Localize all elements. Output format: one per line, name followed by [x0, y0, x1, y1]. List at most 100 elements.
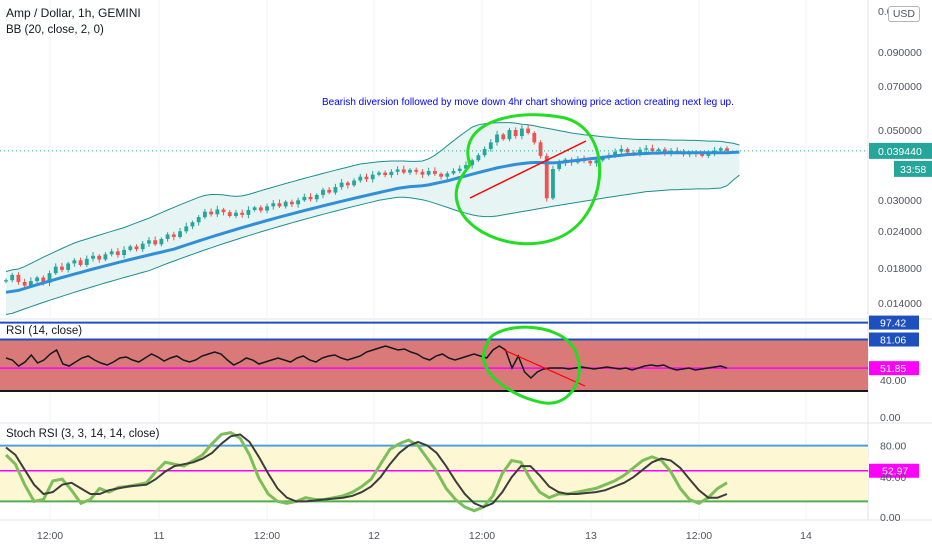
stoch-band-fill: [0, 445, 868, 502]
highlight-circle: [454, 113, 602, 246]
candle-body: [594, 160, 599, 164]
price-axis-label: 0.030000: [878, 195, 922, 207]
candle-body: [10, 274, 15, 281]
candle-body: [538, 142, 543, 156]
candle-body: [501, 134, 506, 140]
candle-body: [115, 251, 120, 256]
candle-body: [706, 153, 711, 156]
candle-body: [147, 240, 151, 244]
rsi-band-fill: [0, 339, 868, 391]
candle-body: [97, 255, 102, 260]
candle-body: [513, 130, 518, 137]
rsi-mid-value: 51.85: [880, 363, 906, 375]
candle-body: [60, 266, 64, 270]
candle-body: [171, 234, 176, 237]
candle-body: [408, 169, 412, 173]
candle-body: [395, 169, 400, 172]
candle-body: [314, 194, 319, 200]
candle-body: [526, 128, 531, 133]
stoch-axis-label: 40.00: [880, 472, 906, 484]
candle-body: [240, 212, 245, 215]
currency-button[interactable]: USD: [887, 6, 920, 22]
candle-body: [159, 238, 164, 245]
time-axis-label: 12:00: [469, 530, 495, 542]
candle-body: [234, 212, 238, 216]
time-axis-label: 14: [800, 530, 812, 542]
rsi-axis-label: 0.00: [880, 412, 901, 424]
stoch-mid-value: 52.97: [882, 466, 908, 478]
candle-body: [358, 176, 363, 181]
countdown-tag: [894, 160, 932, 177]
candle-body: [221, 209, 226, 213]
candle-body: [190, 222, 195, 227]
candle-body: [16, 274, 21, 282]
candle-body: [389, 171, 394, 176]
candle-body: [290, 201, 294, 205]
rsi-highlight-circle: [481, 325, 581, 405]
candle-body: [445, 173, 450, 177]
candle-body: [644, 148, 649, 150]
candle-body: [364, 176, 369, 180]
price-axis-label: 0.050000: [878, 125, 922, 137]
bb-indicator-label[interactable]: BB (20, close, 2, 0): [6, 24, 104, 36]
time-axis-label: 12:00: [686, 530, 712, 542]
candle-body: [165, 234, 170, 239]
candle-body: [383, 172, 388, 176]
candle-body: [588, 161, 593, 164]
rsi-mid-tag: [869, 361, 919, 376]
price-axis-label: 0.090000: [878, 47, 922, 59]
candle-body: [84, 258, 89, 265]
candle-body: [370, 174, 375, 180]
candle-body: [420, 171, 425, 175]
candle-body: [544, 155, 549, 199]
candle-body: [345, 182, 350, 186]
candle-body: [35, 277, 39, 282]
candle-body: [656, 149, 661, 152]
candle-body: [333, 187, 338, 193]
candle-body: [451, 171, 456, 174]
stoch-rsi-indicator-label[interactable]: Stoch RSI (3, 3, 14, 14, close): [6, 428, 160, 440]
rsi-axis-label: 40.00: [880, 375, 906, 387]
candle-body: [557, 163, 562, 170]
candle-body: [638, 149, 642, 154]
candle-body: [725, 148, 729, 151]
price-axis-label: 0.014000: [878, 298, 922, 310]
candle-body: [109, 251, 114, 255]
bb-basis-line: [5, 150, 740, 294]
candle-body: [432, 171, 437, 174]
time-axis-label: 12:00: [254, 530, 280, 542]
candle-body: [321, 189, 325, 195]
candle-body: [625, 148, 630, 153]
candle-body: [283, 201, 288, 207]
stoch-mid-tag: [869, 463, 919, 478]
candle-body: [184, 226, 189, 232]
candle-body: [327, 189, 332, 193]
candle-body: [66, 263, 71, 270]
candle-body: [377, 172, 381, 175]
time-axis-label: 13: [585, 530, 597, 542]
candle-body: [352, 180, 356, 186]
time-axis-label: 11: [154, 530, 165, 542]
candle-body: [122, 249, 127, 256]
candle-body: [178, 231, 182, 237]
rsi-indicator-label[interactable]: RSI (14, close): [6, 325, 83, 337]
candle-body: [47, 273, 52, 283]
candle-body: [258, 207, 263, 211]
time-axis-label: 12: [368, 530, 380, 542]
bb-lower-line: [5, 174, 740, 315]
candle-body: [265, 206, 269, 211]
candle-body: [650, 148, 655, 152]
candle-body: [470, 160, 475, 166]
rsi-81-value: 81.06: [880, 335, 906, 347]
candle-body: [196, 217, 201, 223]
candle-body: [41, 277, 46, 283]
candle-body: [464, 165, 468, 169]
candle-body: [78, 260, 83, 265]
rsi-81-tag: [869, 332, 919, 347]
candle-body: [439, 173, 443, 177]
candle-body: [532, 132, 537, 143]
candle-body: [718, 148, 723, 151]
countdown-value: 33:58: [900, 164, 926, 176]
symbol-title: Amp / Dollar, 1h, GEMINI: [6, 6, 141, 20]
